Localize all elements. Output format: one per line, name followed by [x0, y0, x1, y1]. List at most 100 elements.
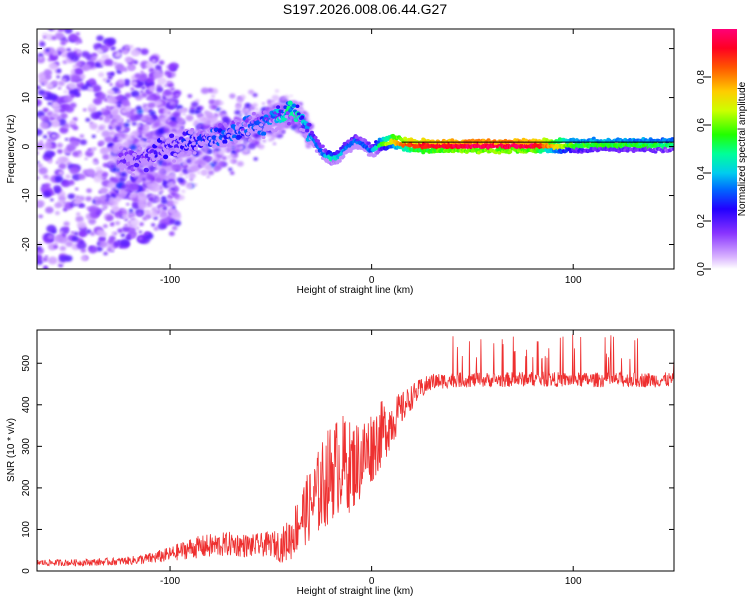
- spectral-blob: [57, 80, 65, 87]
- spectral-blob: [156, 77, 167, 86]
- spectral-blob: [53, 244, 59, 249]
- ridge-mark: [143, 167, 149, 173]
- ridge-mark: [305, 128, 310, 133]
- ridge-mark: [190, 127, 195, 132]
- spectral-blob: [102, 224, 108, 229]
- spectral-blob: [166, 181, 175, 188]
- spectral-blob: [306, 145, 310, 149]
- spectrogram-heat-marks: [37, 29, 674, 269]
- spectral-blob: [108, 235, 116, 242]
- spectral-blob: [253, 157, 258, 161]
- spectral-blob: [120, 98, 129, 105]
- spectral-blob: [38, 56, 43, 60]
- spectral-blob: [119, 117, 125, 122]
- spectral-blob: [243, 148, 250, 154]
- spectral-blob: [126, 119, 130, 123]
- spectral-blob: [101, 130, 111, 138]
- spectral-blob: [185, 114, 194, 122]
- ridge-mark: [251, 111, 256, 116]
- spectral-blob: [118, 66, 125, 72]
- spectral-blob: [43, 265, 48, 269]
- spectral-blob: [46, 224, 57, 233]
- spectral-blob: [85, 196, 92, 202]
- spectral-blob: [138, 191, 143, 195]
- spectral-blob: [56, 75, 61, 79]
- spectral-blob: [104, 58, 114, 66]
- spectral-blob: [96, 129, 101, 133]
- figure-title: S197.2026.008.06.44.G27: [283, 1, 447, 17]
- ridge-mark: [233, 118, 238, 123]
- spectral-blob: [145, 61, 155, 69]
- spectral-blob: [220, 101, 224, 105]
- spectral-blob: [182, 113, 186, 116]
- snr-y-ticks: 0 100 200 300 400 500: [21, 354, 674, 574]
- spectral-blob: [236, 119, 241, 123]
- spectral-blob: [185, 175, 188, 178]
- spectral-blob: [88, 206, 98, 214]
- spectral-blob: [153, 121, 161, 128]
- spectral-blob: [142, 216, 148, 221]
- snr-x-axis-label: Height of straight line (km): [297, 586, 414, 597]
- spectral-blob: [110, 136, 114, 139]
- spectral-blob: [140, 70, 144, 74]
- spectral-blob: [121, 213, 128, 219]
- spectral-blob: [126, 181, 130, 184]
- spectral-blob: [171, 205, 176, 209]
- spectral-blob: [130, 193, 137, 199]
- spectral-blob: [65, 174, 71, 179]
- spectral-blob: [289, 94, 293, 97]
- snr-y-axis-label: SNR (10 * v/v): [6, 418, 17, 482]
- spectral-blob: [163, 108, 171, 115]
- y-tick-label: 0: [21, 143, 32, 149]
- spectral-blob: [102, 207, 106, 211]
- colorbar-tick-label: 0.2: [696, 214, 707, 228]
- spectral-blob: [164, 84, 168, 87]
- ridge-mark: [320, 144, 325, 149]
- ridge-mark: [238, 123, 243, 128]
- spectral-blob: [62, 60, 68, 65]
- ridge-mark: [173, 144, 180, 149]
- y-tick-label: -20: [21, 237, 32, 252]
- spectral-blob: [93, 147, 97, 151]
- spectral-blob: [111, 167, 118, 172]
- ridge-mark: [354, 135, 359, 139]
- spectral-blob: [76, 221, 87, 229]
- spectral-blob: [120, 233, 126, 238]
- spectral-blob: [58, 170, 64, 176]
- spectral-blob: [85, 168, 95, 176]
- spectral-blob: [207, 87, 214, 93]
- ridge-mark: [222, 143, 227, 148]
- spectral-blob: [120, 171, 127, 177]
- spectral-blob: [138, 140, 147, 147]
- spectral-blob: [194, 183, 198, 187]
- spectral-blob: [218, 112, 224, 116]
- spectral-blob: [146, 79, 152, 84]
- spectral-blob: [169, 66, 175, 72]
- spectral-blob: [63, 89, 69, 94]
- spectral-blob: [130, 80, 138, 87]
- ridge-mark: [524, 138, 529, 143]
- spectral-blob: [75, 68, 84, 75]
- spectral-blob: [98, 240, 108, 248]
- colorbar: 0.0 0.2 0.4 0.6 0.8 Normalized spectral ampl…: [696, 29, 748, 276]
- spectral-blob: [109, 131, 115, 136]
- spectral-blob: [47, 101, 52, 106]
- spectral-blob: [183, 159, 187, 162]
- ridge-mark: [213, 143, 218, 147]
- spectral-blob: [109, 83, 113, 86]
- spectral-blob: [287, 119, 292, 123]
- spectral-blob: [167, 74, 172, 78]
- spectral-blob: [75, 61, 83, 67]
- ridge-mark: [233, 139, 238, 144]
- spectral-blob: [50, 133, 57, 139]
- colorbar-tick-label: 0.4: [696, 166, 707, 180]
- spectral-blob: [147, 200, 152, 205]
- spectral-blob: [152, 70, 163, 79]
- spectral-blob: [237, 96, 241, 99]
- spectral-blob: [48, 160, 53, 164]
- spectral-blob: [177, 158, 184, 163]
- spectral-blob: [157, 223, 166, 230]
- spectral-blob: [168, 174, 173, 178]
- spectral-blob: [129, 115, 138, 122]
